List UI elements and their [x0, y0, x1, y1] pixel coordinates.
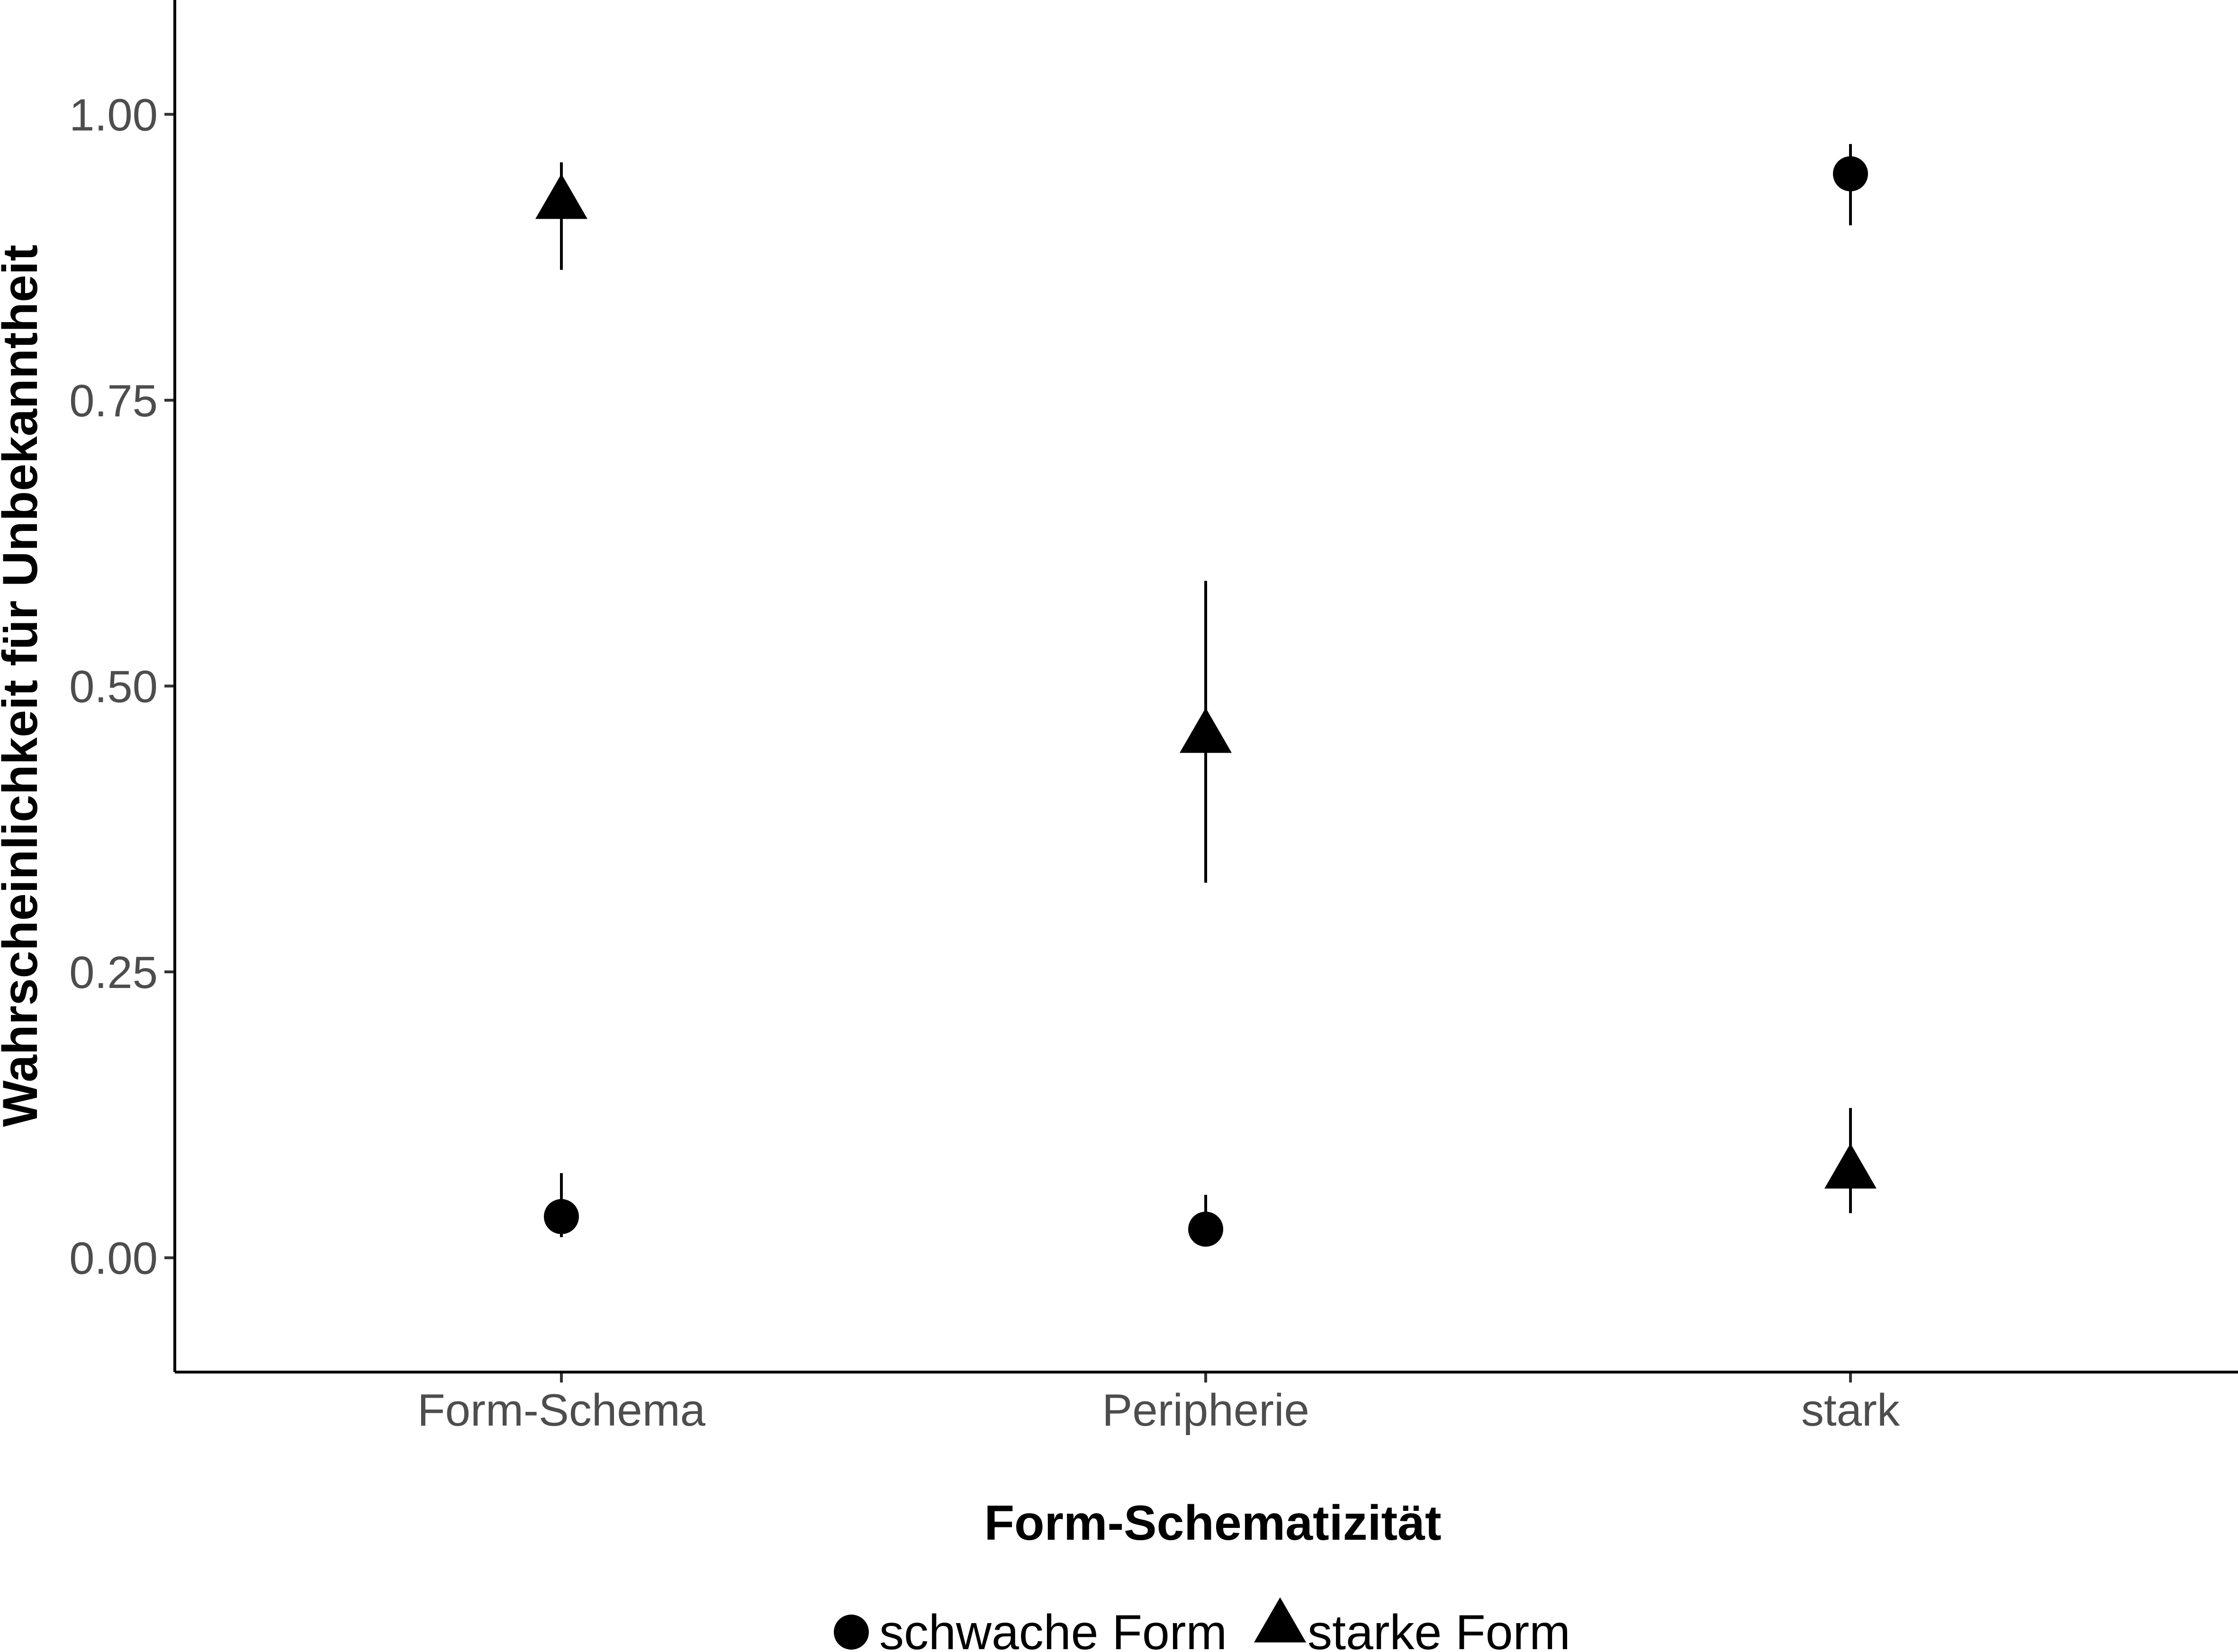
data-marks [535, 144, 1877, 1247]
data-point-triangle [535, 173, 587, 219]
x-tick-label: stark [1801, 1385, 1900, 1436]
x-axis-title: Form-Schematizität [984, 1496, 1441, 1551]
legend: schwache Form starke Form [834, 1597, 1570, 1652]
y-tick-label: 0.50 [69, 662, 158, 712]
data-point-circle [1833, 156, 1868, 191]
y-axis-ticks: 0.00 0.25 0.50 0.75 1.00 [69, 90, 175, 1284]
x-tick-label: Form-Schema [417, 1385, 706, 1436]
x-axis-ticks: Form-Schema Peripherie stark [417, 1372, 1900, 1436]
y-axis-title: Wahrscheinlichkeit für Unbekanntheit [0, 245, 48, 1127]
legend-key-triangle [1254, 1597, 1306, 1643]
y-tick-label: 0.75 [69, 376, 158, 426]
y-tick-label: 0.25 [69, 947, 158, 998]
legend-label: schwache Form [879, 1605, 1227, 1652]
data-point-circle [1188, 1212, 1223, 1247]
data-point-triangle [1180, 708, 1232, 753]
x-tick-label: Peripherie [1102, 1385, 1309, 1436]
legend-key-circle [834, 1615, 869, 1650]
data-point-circle [544, 1199, 579, 1234]
data-point-triangle [1824, 1143, 1877, 1189]
legend-label: starke Form [1308, 1605, 1570, 1652]
y-tick-label: 0.00 [69, 1233, 158, 1284]
y-tick-label: 1.00 [69, 90, 158, 140]
